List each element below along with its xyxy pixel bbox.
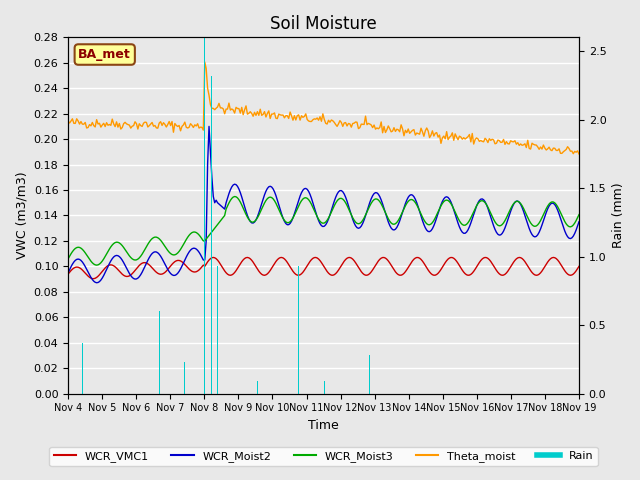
Text: BA_met: BA_met [78,48,131,61]
Bar [298,266,300,394]
Bar [211,75,212,394]
Y-axis label: VWC (m3/m3): VWC (m3/m3) [15,172,28,259]
Bar [159,311,160,394]
Bar [204,37,205,394]
Y-axis label: Rain (mm): Rain (mm) [612,183,625,248]
Bar [369,355,371,394]
X-axis label: Time: Time [308,419,339,432]
Legend: WCR_VMC1, WCR_Moist2, WCR_Moist3, Theta_moist, Rain: WCR_VMC1, WCR_Moist2, WCR_Moist3, Theta_… [49,446,598,467]
Title: Soil Moisture: Soil Moisture [270,15,377,33]
Bar [82,343,83,394]
Bar [217,266,218,394]
Bar [257,381,258,394]
Bar [324,381,325,394]
Bar [184,362,186,394]
